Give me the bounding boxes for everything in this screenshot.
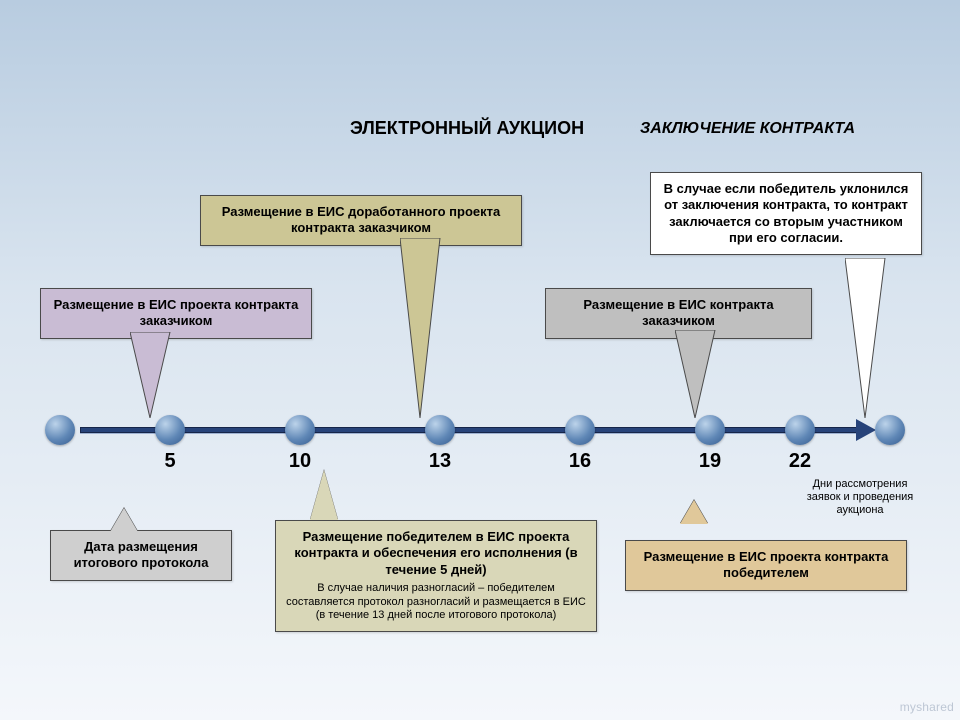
title-sub: ЗАКЛЮЧЕНИЕ КОНТРАКТА [640,120,855,138]
callout-tail [110,508,138,532]
timeline-tick: 19 [699,450,721,473]
callout-winner-project: Размещение в ЕИС проекта контракта побед… [625,540,907,591]
timeline-node [785,415,815,445]
timeline-node [155,415,185,445]
timeline-tick: 10 [289,450,311,473]
callout-tail [845,258,905,418]
timeline-node [695,415,725,445]
callout-revised-project: Размещение в ЕИС доработанного проекта к… [200,195,522,246]
callout-text: Размещение в ЕИС проекта контракта заказ… [54,297,299,328]
callout-second-participant: В случае если победитель уклонился от за… [650,172,922,255]
callout-text: В случае если победитель уклонился от за… [664,181,909,245]
callout-start-protocol: Дата размещения итогового протокола [50,530,232,581]
callout-tail [680,500,708,524]
callout-text: Дата размещения итогового протокола [74,539,209,570]
timeline-tick: 22 [789,450,811,473]
timeline-node [875,415,905,445]
callout-text: Размещение в ЕИС контракта заказчиком [583,297,773,328]
callout-tail [130,332,190,418]
timeline-tick: 13 [429,450,451,473]
callout-text: Размещение победителем в ЕИС проекта кон… [294,529,577,577]
callout-text: Размещение в ЕИС доработанного проекта к… [222,204,501,235]
days-caption: Дни рассмотрения заявок и проведения аук… [800,478,920,518]
timeline-tick: 16 [569,450,591,473]
timeline-bar [80,427,860,433]
timeline-tick: 5 [164,450,175,473]
callout-subtext: В случае наличия разногласий – победител… [286,582,586,623]
callout-text: Размещение в ЕИС проекта контракта побед… [644,549,889,580]
callout-tail [675,330,735,418]
callout-customer-project: Размещение в ЕИС проекта контракта заказ… [40,288,312,339]
timeline-node [45,415,75,445]
watermark: myshared [900,700,954,714]
timeline-node [565,415,595,445]
timeline-node [425,415,455,445]
callout-tail [400,238,460,418]
callout-winner-places-project: Размещение победителем в ЕИС проекта кон… [275,520,597,632]
title-main: ЭЛЕКТРОННЫЙ АУКЦИОН [350,118,584,139]
timeline-node [285,415,315,445]
callout-tail [310,470,338,520]
timeline-arrow [856,419,876,441]
